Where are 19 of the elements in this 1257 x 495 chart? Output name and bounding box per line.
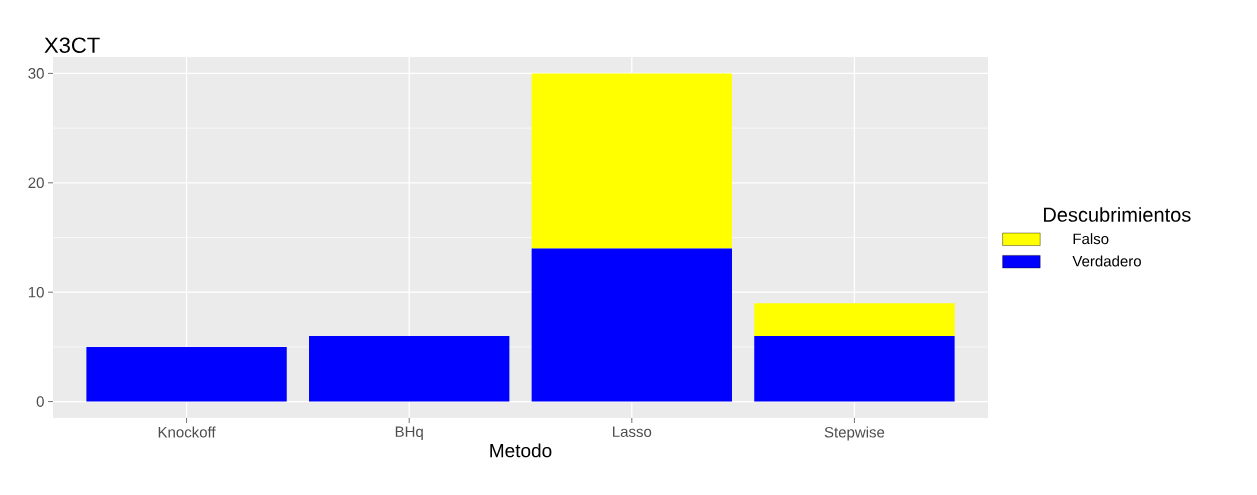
bar: [309, 335, 510, 402]
chart-title: X3CT: [44, 37, 100, 53]
legend-title: Descubrimientos: [1044, 207, 1191, 222]
bar: [531, 248, 732, 402]
bar: [754, 335, 955, 402]
y-tick-label: 0: [36, 396, 44, 407]
x-tick-label: Knockoff: [158, 426, 216, 438]
bar: [86, 346, 287, 402]
legend-label: Verdadero: [1072, 255, 1141, 267]
y-tick-label: 10: [28, 286, 44, 298]
bar: [531, 73, 732, 249]
x-tick-label: Stepwise: [824, 426, 885, 441]
y-tick-label: 30: [28, 68, 44, 79]
x-tick-label: BHq: [395, 426, 423, 440]
legend-label: Falso: [1073, 233, 1109, 245]
x-axis-title: Metodo: [490, 443, 552, 458]
x-tick-label: Lasso: [613, 426, 652, 437]
bar: [754, 303, 955, 336]
y-tick-label: 20: [28, 177, 44, 189]
